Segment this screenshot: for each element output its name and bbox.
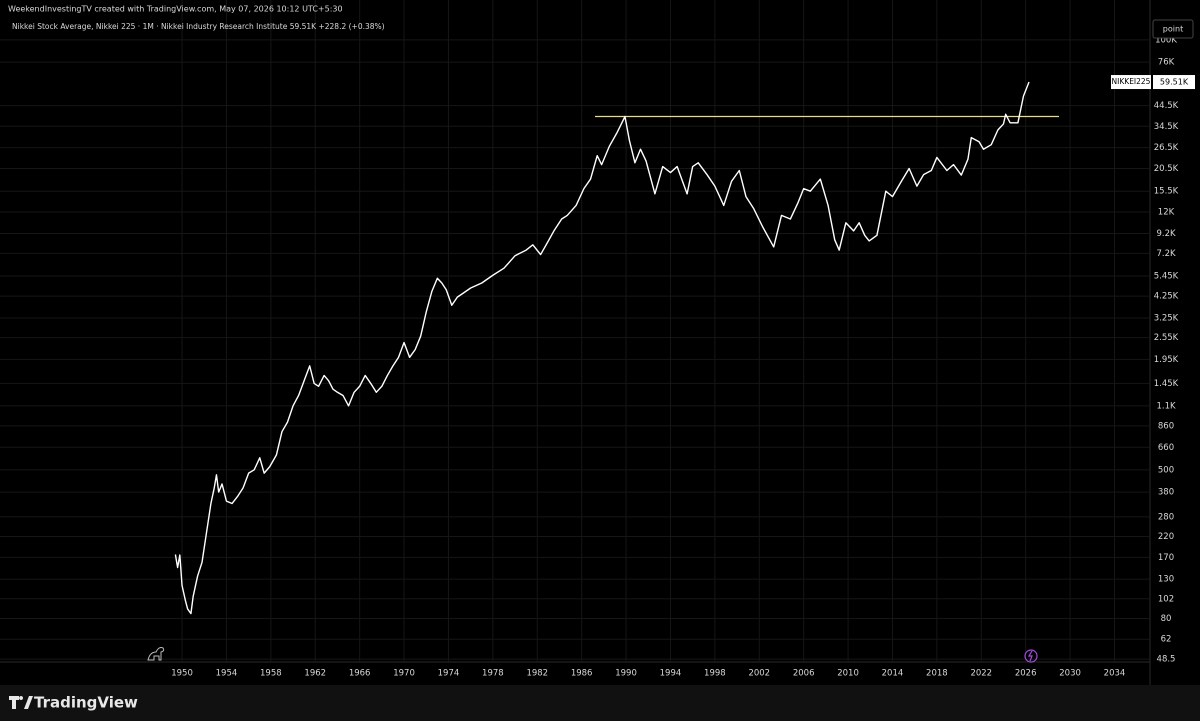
symbol-tag	[1111, 75, 1151, 90]
plot	[174, 81, 1059, 615]
y-tick-label: 80	[1161, 614, 1172, 624]
y-tick-label: 1.45K	[1154, 379, 1179, 389]
attribution: WeekendInvestingTV created with TradingV…	[8, 5, 343, 14]
y-tick-label: 102	[1158, 594, 1174, 604]
y-tick-label: 15.5K	[1154, 187, 1179, 197]
y-tick-label: 20.5K	[1154, 164, 1179, 174]
footer-bar	[0, 685, 1200, 721]
x-tick-label: 1994	[660, 669, 682, 679]
grid	[0, 0, 1150, 662]
y-tick-label: 380	[1158, 488, 1174, 498]
y-tick-label: 4.25K	[1154, 292, 1179, 302]
axes: 1950 1954 1958 1962 1966 1970 1974 1978 1982 1986…	[171, 35, 1195, 679]
price-tag	[1153, 75, 1195, 90]
brand-name: TradingView	[34, 694, 138, 712]
scale-button-label[interactable]: point	[1163, 25, 1183, 34]
y-tick-label: 130	[1158, 575, 1174, 585]
y-tick-label: 220	[1158, 532, 1174, 542]
x-tick-label: 2006	[793, 669, 815, 679]
x-tick-label: 2022	[970, 669, 992, 679]
y-tick-label: 1.95K	[1154, 355, 1179, 365]
x-tick-label: 1954	[216, 669, 238, 679]
x-tick-label: 2030	[1059, 669, 1081, 679]
x-tick-label: 1970	[393, 669, 415, 679]
x-tick-label: 2002	[748, 669, 770, 679]
y-tick-label: 7.2K	[1156, 249, 1176, 259]
x-tick-label: 2018	[926, 669, 948, 679]
x-tick-label: 1990	[615, 669, 637, 679]
y-tick-label: 2.55K	[1154, 333, 1179, 343]
y-tick-label: 48.5	[1157, 655, 1176, 665]
x-tick-label: 2034	[1104, 669, 1126, 679]
price-line	[174, 81, 1030, 615]
y-tick-label: 3.25K	[1154, 313, 1179, 323]
y-tick-label: 26.5K	[1154, 143, 1179, 153]
event-icon[interactable]	[1024, 649, 1038, 663]
x-tick-label: 1950	[171, 669, 193, 679]
brand-logo	[9, 696, 33, 709]
x-tick-label: 1974	[438, 669, 460, 679]
x-tick-label: 2014	[882, 669, 904, 679]
symbol-tag-label: NIKKEI225	[1112, 77, 1151, 86]
x-tick-label: 1958	[260, 669, 282, 679]
y-tick-label: 44.5K	[1154, 101, 1179, 111]
y-tick-label: 170	[1158, 553, 1174, 563]
price-tag-label: 59.51K	[1160, 78, 1189, 87]
x-tick-label: 1962	[304, 669, 326, 679]
y-tick-label: 860	[1158, 421, 1174, 431]
y-tick-label: 76K	[1158, 58, 1175, 68]
y-tick-label: 34.5K	[1154, 122, 1179, 132]
y-tick-label: 5.45K	[1154, 271, 1179, 281]
y-tick-label: 500	[1158, 465, 1174, 475]
legend: Nikkei Stock Average, Nikkei 225 · 1M · …	[12, 22, 385, 31]
event-icon-bolt	[1027, 650, 1033, 662]
x-tick-label: 1978	[482, 669, 504, 679]
y-tick-label: 280	[1158, 512, 1174, 522]
x-tick-label: 1982	[526, 669, 548, 679]
x-tick-label: 2010	[837, 669, 859, 679]
y-tick-label: 100K	[1155, 35, 1177, 45]
y-tick-label: 1.1K	[1156, 401, 1176, 411]
dino-icon	[147, 647, 165, 661]
scale-button[interactable]	[1152, 19, 1194, 39]
y-tick-label: 9.2K	[1156, 229, 1176, 239]
x-tick-label: 1998	[704, 669, 726, 679]
x-tick-label: 1986	[571, 669, 593, 679]
x-tick-label: 1966	[349, 669, 371, 679]
y-tick-label: 12K	[1158, 207, 1175, 217]
y-tick-label: 660	[1158, 443, 1174, 453]
y-tick-label: 62	[1161, 635, 1172, 645]
x-tick-label: 2026	[1015, 669, 1037, 679]
